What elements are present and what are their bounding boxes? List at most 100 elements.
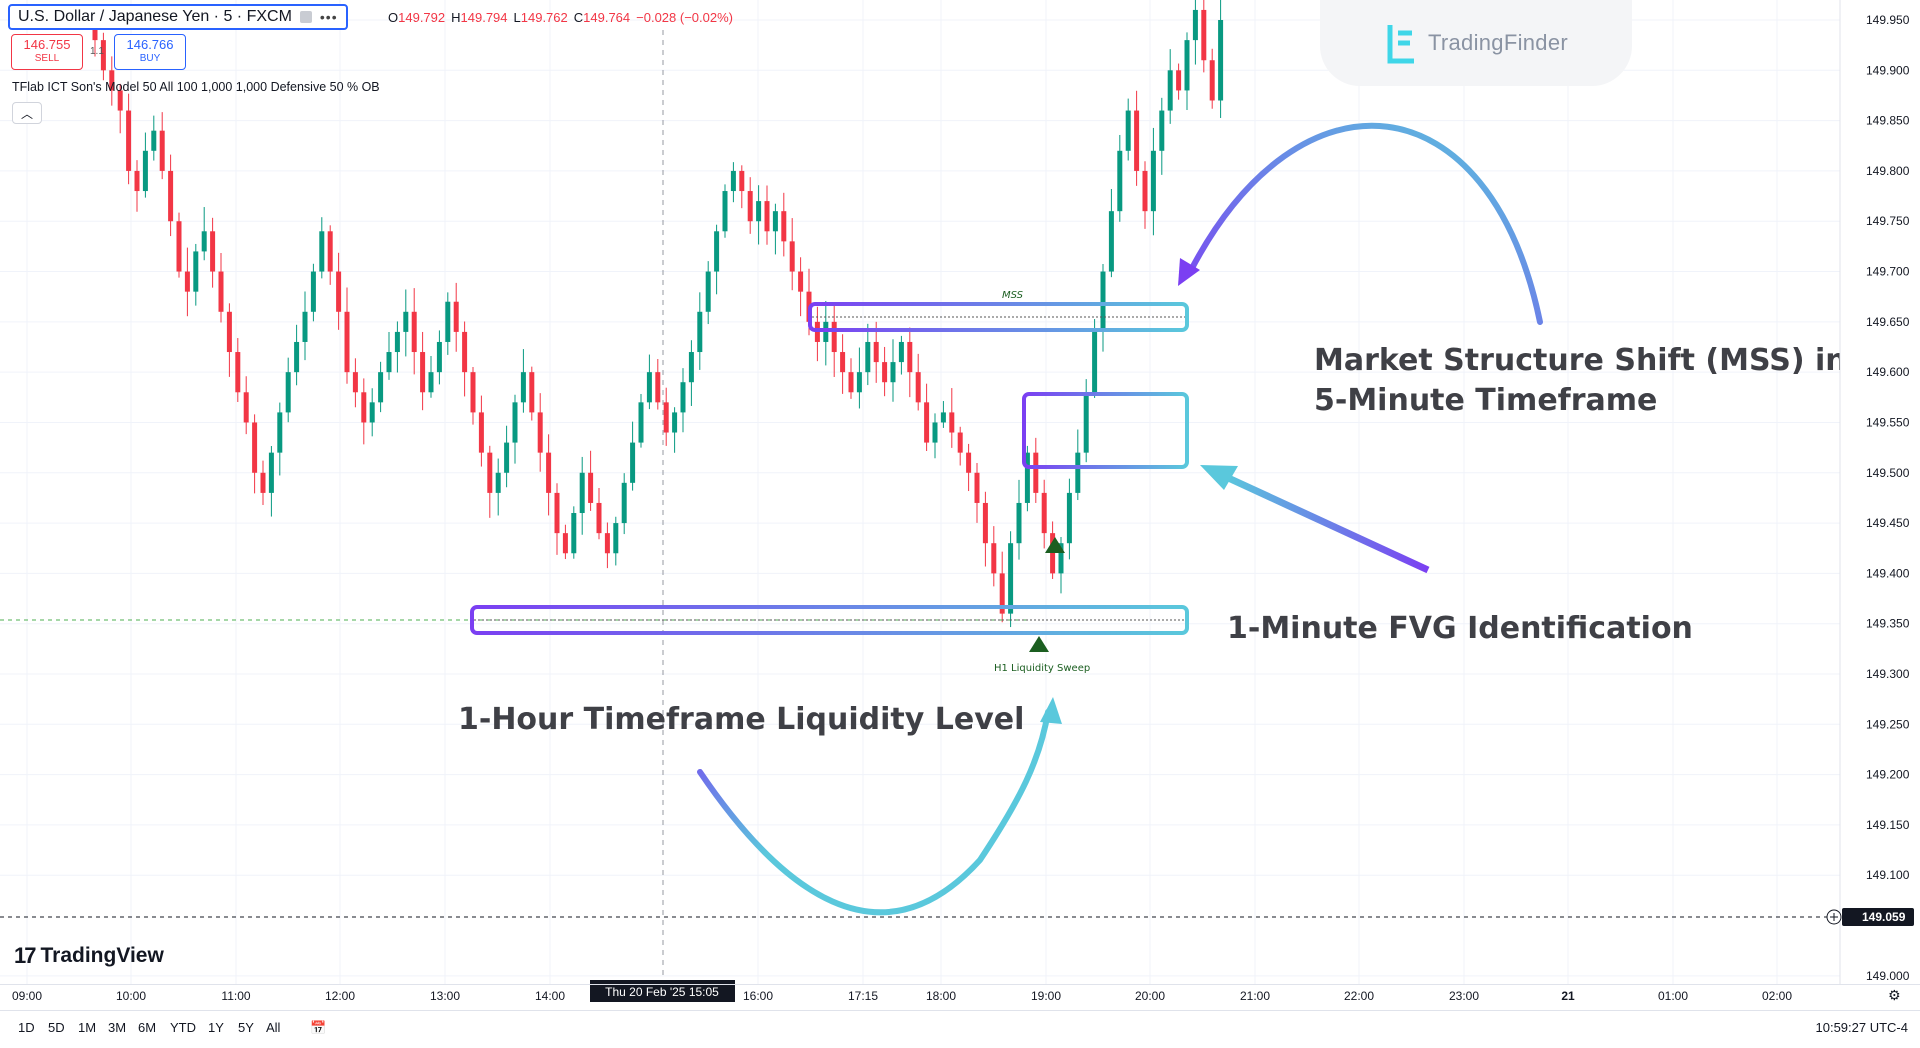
candle-body [369,402,375,423]
candle-body [512,402,518,443]
y-tick-label: 149.650 [1866,315,1910,329]
clock[interactable]: 10:59:27 UTC-4 [1815,1020,1909,1035]
candle-body [663,402,669,433]
candle-body [1142,170,1148,212]
candle-body [126,110,132,171]
candle-body [218,271,224,312]
crosshair-time-tag [590,980,735,1002]
candle-body [924,402,930,443]
candle-body [109,70,115,91]
x-tick-label: 18:00 [926,989,956,1003]
y-tick-label: 149.750 [1866,214,1910,228]
y-tick-label: 149.000 [1866,969,1910,983]
current-price-tag [1842,908,1914,926]
candle-body [159,130,165,171]
tradingview-logo[interactable]: 17 TradingView [14,943,164,969]
y-tick-label: 149.700 [1866,265,1910,279]
candle-body [1125,110,1131,151]
symbol-bar[interactable]: U.S. Dollar / Japanese Yen · 5 · FXCM ••… [8,4,348,30]
candle-body [193,251,199,292]
more-icon[interactable]: ••• [319,9,338,25]
high-label: H [451,10,461,25]
candle-body [1176,70,1182,91]
range-all[interactable]: All [266,1020,281,1035]
y-tick-label: 149.950 [1866,13,1910,27]
candle-body [226,311,232,353]
ohlc-readout: O149.792 H149.794 L149.762 C149.764 −0.0… [388,10,733,25]
x-tick-label: 14:00 [535,989,565,1003]
fvg-box [1022,392,1189,469]
candle-body [554,492,560,534]
watermark-brand: TradingFinder [1427,30,1569,55]
candle-body [1209,60,1215,101]
chevron-up-icon[interactable]: ︿ [12,102,42,124]
price-scale[interactable] [1840,0,1920,984]
fvg-annotation: 1-Minute FVG Identification [1227,611,1693,646]
close-label: C [573,10,584,25]
time-axis[interactable] [0,984,1920,1011]
square-icon[interactable] [299,11,312,23]
candle-body [168,170,174,222]
mss-label: MSS [1002,290,1024,301]
candle-body [949,412,955,433]
y-tick-label: 149.350 [1866,617,1910,631]
candle-body [1092,331,1098,393]
y-tick-label: 149.400 [1866,566,1910,580]
candle-body [848,372,854,393]
gear-icon[interactable]: ⚙ [1888,987,1901,1003]
candle-body [655,372,661,403]
range-5d[interactable]: 5D [48,1020,65,1035]
liquidity-box [470,605,1189,635]
candle-body [327,231,333,272]
candle-body [478,412,484,453]
y-tick-label: 149.150 [1866,818,1910,832]
candle-body [856,372,862,393]
candle-body [277,412,283,453]
symbol-title[interactable]: U.S. Dollar / Japanese Yen · 5 · FXCM [18,8,292,25]
liquidity-arrow-head [1040,697,1062,724]
candle-body [1050,533,1056,574]
range-1d[interactable]: 1D [18,1020,35,1035]
y-tick-label: 149.800 [1866,164,1910,178]
candle-body [697,311,703,353]
fvg-arrow-head [1200,465,1238,490]
candle-body [714,231,720,272]
sweep-label: H1 Liquidity Sweep [994,663,1090,674]
calendar-icon[interactable]: 📅 [310,1020,327,1035]
y-tick-label: 149.850 [1866,114,1910,128]
candle-body [1134,110,1140,171]
candle-body [764,201,770,232]
candle-body [235,352,241,393]
candle-body [739,170,745,192]
candle-body [705,271,711,312]
candle-body [294,341,300,373]
buy-button[interactable]: 146.766 BUY [114,34,186,70]
candle-body [898,341,904,363]
mss-box [808,302,1189,332]
x-tick-label: 02:00 [1762,989,1792,1003]
range-6m[interactable]: 6M [138,1020,157,1035]
candle-body [604,533,610,554]
candle-body [974,472,980,503]
indicator-legend[interactable]: TFlab ICT Son's Model 50 All 100 1,000 1… [12,80,380,94]
candle-body [562,533,568,554]
candle-body [361,392,367,423]
x-tick-label: 13:00 [430,989,460,1003]
candle-body [890,362,896,383]
spread-value: 1.1 [90,46,104,57]
sell-button[interactable]: 146.755 SELL [11,34,83,70]
bullish-triangle-upper [1045,537,1065,553]
candle-body [1016,502,1022,544]
range-ytd[interactable]: YTD [170,1020,196,1035]
range-3m[interactable]: 3M [108,1020,127,1035]
candle-body [907,341,913,373]
range-1y[interactable]: 1Y [208,1020,224,1035]
x-tick-label: 20:00 [1135,989,1165,1003]
buy-label: BUY [139,53,161,64]
candle-body [865,341,871,373]
range-5y[interactable]: 5Y [238,1020,254,1035]
sell-label: SELL [34,53,60,64]
range-1m[interactable]: 1M [78,1020,97,1035]
candle-body [915,372,921,403]
